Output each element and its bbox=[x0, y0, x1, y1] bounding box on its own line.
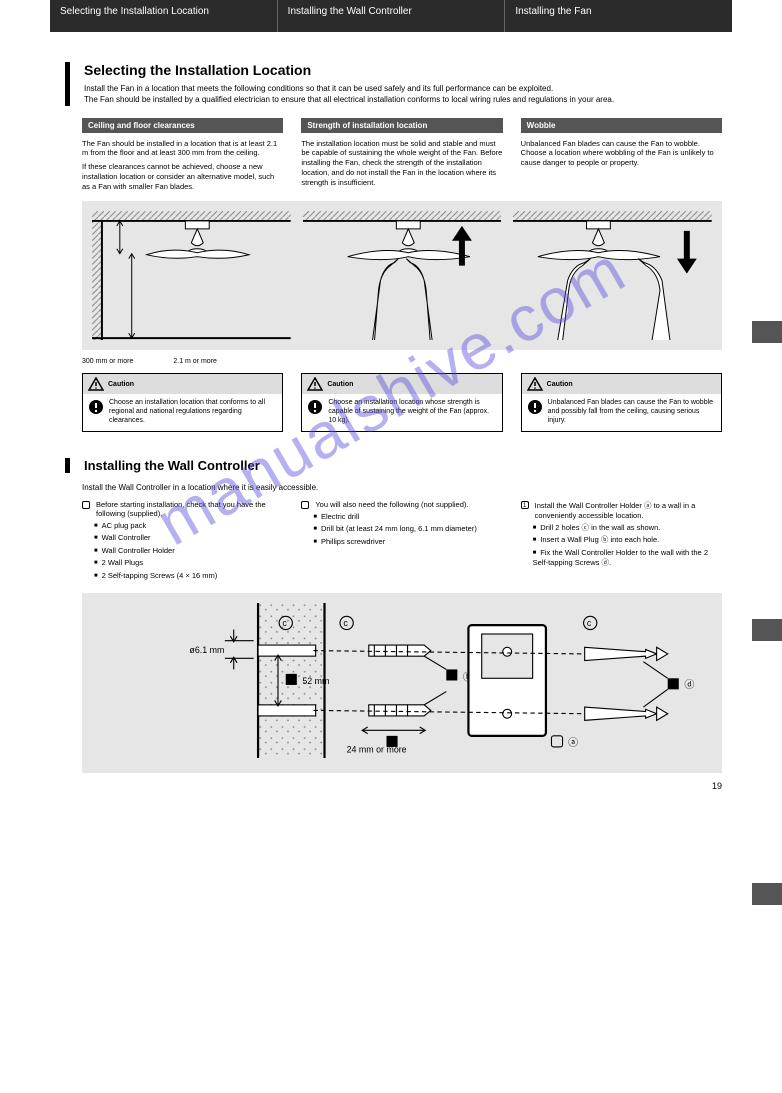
caution-label: Caution bbox=[327, 381, 353, 388]
list-item: Fix the Wall Controller Holder to the wa… bbox=[533, 548, 722, 568]
section1-subtitle: Install the Fan in a location that meets… bbox=[84, 84, 732, 106]
section2-note: Install the Wall Controller in a locatio… bbox=[82, 483, 722, 492]
measure-labels: 300 mm or more 2.1 m or more bbox=[82, 358, 722, 365]
caution-row: Caution Choose an installation location … bbox=[82, 373, 722, 431]
list-item: Wall Controller Holder bbox=[94, 546, 283, 557]
install-col-1: Before starting installation, check that… bbox=[82, 500, 283, 584]
ceiling-clearance: 300 mm or more bbox=[82, 358, 133, 365]
fan-strength-diagram bbox=[303, 211, 502, 340]
page-number: 19 bbox=[0, 781, 722, 791]
caution-2-text: Choose an installation location whose st… bbox=[328, 399, 496, 425]
list-item: 2 Self-tapping Screws (4 × 16 mm) bbox=[94, 571, 283, 582]
caution-1-text: Choose an installation location that con… bbox=[109, 399, 277, 425]
section1-title: Selecting the Installation Location bbox=[84, 62, 732, 78]
caution-box-1: Caution Choose an installation location … bbox=[82, 373, 283, 431]
col2-lead: You will also need the following (not su… bbox=[315, 500, 468, 509]
list-item: Drill 2 holes ⓒ in the wall as shown. bbox=[533, 523, 722, 534]
clause-1-p2: If these clearances cannot be achieved, … bbox=[82, 162, 283, 191]
install-col-3: 1 Install the Wall Controller Holder ⓐ to… bbox=[521, 500, 722, 584]
svg-text:24 mm or more: 24 mm or more bbox=[347, 745, 407, 755]
svg-text:ⓓ: ⓓ bbox=[684, 679, 694, 691]
square-icon bbox=[82, 501, 90, 509]
side-tab-1 bbox=[752, 321, 782, 343]
install-col-2: You will also need the following (not su… bbox=[301, 500, 502, 584]
header-strength: Strength of installation location bbox=[301, 118, 502, 133]
list-item: Wall Controller bbox=[94, 533, 283, 544]
floor-clearance: 2.1 m or more bbox=[173, 358, 217, 365]
exclaim-icon bbox=[307, 399, 323, 415]
figure-wall-mount: ø6.1 mm 52 mm 24 mm or more ⓑ ⓐ ⓓ bbox=[82, 593, 722, 773]
col3-list: Drill 2 holes ⓒ in the wall as shown. In… bbox=[521, 523, 722, 568]
caution-box-2: Caution Choose an installation location … bbox=[301, 373, 502, 431]
sub-body: The Fan should be installed in a locatio… bbox=[82, 139, 722, 192]
section-2: Installing the Wall Controller bbox=[65, 458, 732, 473]
wall-mount-diagram: ø6.1 mm 52 mm 24 mm or more ⓑ ⓐ ⓓ bbox=[92, 603, 712, 758]
tab-installing-fan[interactable]: Installing the Fan bbox=[505, 0, 732, 32]
list-item: Phillips screwdriver bbox=[313, 537, 502, 548]
warning-icon bbox=[527, 377, 543, 391]
col1-lead: Before starting installation, check that… bbox=[96, 500, 283, 518]
svg-text:52 mm: 52 mm bbox=[302, 676, 329, 686]
svg-text:c: c bbox=[343, 618, 348, 628]
caution-box-3: Caution Unbalanced Fan blades can cause … bbox=[521, 373, 722, 431]
list-item: Electric drill bbox=[313, 512, 502, 523]
side-tab-2 bbox=[752, 619, 782, 641]
sub-headers: Ceiling and floor clearances Strength of… bbox=[82, 118, 722, 133]
exclaim-icon bbox=[88, 399, 104, 415]
clause-clearances: The Fan should be installed in a locatio… bbox=[82, 139, 283, 192]
svg-text:c: c bbox=[282, 618, 287, 628]
col2-list: Electric drill Drill bit (at least 24 mm… bbox=[301, 512, 502, 548]
square-icon bbox=[301, 501, 309, 509]
caution-3-text: Unbalanced Fan blades can cause the Fan … bbox=[548, 399, 716, 425]
header-wobble: Wobble bbox=[521, 118, 722, 133]
label-diameter: ø6.1 mm bbox=[189, 645, 224, 655]
section2-title: Installing the Wall Controller bbox=[84, 458, 732, 473]
warning-icon bbox=[307, 377, 323, 391]
clause-strength: The installation location must be solid … bbox=[301, 139, 502, 192]
fan-clearance-diagram bbox=[92, 211, 291, 340]
list-item: Insert a Wall Plug ⓑ into each hole. bbox=[533, 535, 722, 546]
section-1: Selecting the Installation Location Inst… bbox=[65, 62, 732, 106]
col1-list: AC plug pack Wall Controller Wall Contro… bbox=[82, 521, 283, 582]
tab-wall-controller[interactable]: Installing the Wall Controller bbox=[278, 0, 506, 32]
exclaim-icon bbox=[527, 399, 543, 415]
caution-label: Caution bbox=[108, 381, 134, 388]
clause-wobble: Unbalanced Fan blades can cause the Fan … bbox=[521, 139, 722, 192]
side-tab-3 bbox=[752, 883, 782, 905]
fan-wobble-diagram bbox=[513, 211, 712, 340]
list-item: AC plug pack bbox=[94, 521, 283, 532]
clause-1-p1: The Fan should be installed in a locatio… bbox=[82, 139, 283, 159]
install-columns: Before starting installation, check that… bbox=[82, 500, 722, 584]
list-item: 2 Wall Plugs bbox=[94, 558, 283, 569]
square-icon: 1 bbox=[521, 501, 529, 509]
header-clearances: Ceiling and floor clearances bbox=[82, 118, 283, 133]
col3-body: Install the Wall Controller Holder ⓐ to … bbox=[535, 500, 722, 520]
svg-text:ⓐ: ⓐ bbox=[568, 737, 578, 749]
warning-icon bbox=[88, 377, 104, 391]
figure-clearance bbox=[82, 201, 722, 350]
list-item: Drill bit (at least 24 mm long, 6.1 mm d… bbox=[313, 524, 502, 535]
caution-label: Caution bbox=[547, 381, 573, 388]
svg-text:c: c bbox=[587, 618, 592, 628]
tab-selecting[interactable]: Selecting the Installation Location bbox=[50, 0, 278, 32]
top-tabs: Selecting the Installation Location Inst… bbox=[50, 0, 732, 32]
